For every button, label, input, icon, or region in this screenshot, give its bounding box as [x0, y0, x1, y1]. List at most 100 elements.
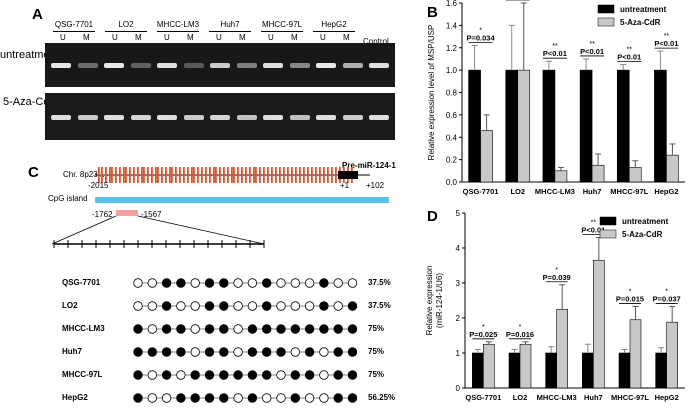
unmethylated-cpg	[133, 301, 143, 311]
methylated-cpg	[161, 324, 172, 334]
legend-swatch	[599, 229, 617, 239]
lane-header: LO2	[118, 20, 134, 29]
cpg-site-mark	[213, 167, 215, 183]
cpg-site-mark	[201, 167, 203, 183]
methylated-cpg	[219, 324, 229, 334]
cpg-site-mark	[241, 167, 243, 183]
methylated-cpg	[204, 370, 215, 380]
lane-underline	[313, 31, 355, 32]
significance-star: **	[589, 41, 595, 48]
region-start: -1762	[92, 210, 113, 219]
methylated-cpg	[276, 324, 286, 334]
unmethylated-cpg	[333, 301, 343, 311]
unmethylated-cpg	[147, 278, 157, 288]
unmethylated-cpg	[147, 324, 157, 334]
x-tick-label: Huh7	[583, 187, 602, 196]
chart-b: 0.0 0.2 0.4 0.6 0.8 1.0 1.2 1.4 1.6 Relative expr…	[427, 0, 685, 196]
cpg-site-mark	[133, 167, 135, 183]
methylated-cpg	[219, 301, 229, 311]
cpg-site-mark	[319, 167, 321, 183]
methylated-cpg	[333, 370, 343, 380]
panel-a-label: A	[32, 6, 43, 23]
sample-name: MHCC-LM3	[62, 324, 105, 333]
lane-header: QSG-7701	[54, 20, 94, 29]
methylated-cpg	[247, 393, 258, 403]
cpg-site-mark	[98, 167, 100, 183]
methylated-cpg	[333, 393, 343, 403]
zoom-lines	[51, 215, 265, 248]
p-value-label: P<0.01	[581, 226, 605, 235]
cpg-site-mark	[223, 167, 225, 183]
methylated-cpg	[290, 393, 301, 403]
sample-name: QSG-7701	[62, 278, 101, 287]
bar-untreatment	[468, 69, 481, 183]
legend-label: untreatment	[622, 217, 669, 226]
sample-name: MHCC-97L	[62, 370, 103, 379]
unmethylated-cpg	[147, 301, 157, 311]
bar-aza	[666, 321, 678, 389]
methylated-cpg	[247, 324, 258, 334]
cpg-site-mark	[335, 167, 337, 183]
lane-m-label: M	[135, 33, 142, 42]
lane-u-label: U	[164, 33, 170, 42]
unmethylated-cpg	[161, 393, 172, 403]
lane-underline	[53, 31, 95, 32]
premir-box	[338, 171, 358, 179]
lane-underline	[105, 31, 147, 32]
pos-end: +102	[366, 181, 385, 190]
sample-name: LO2	[62, 301, 78, 310]
methylated-cpg	[147, 347, 157, 357]
bar-untreatment	[472, 352, 484, 389]
bar-untreatment	[654, 69, 667, 183]
cpg-site-mark	[279, 167, 281, 183]
methylated-cpg	[347, 393, 358, 403]
gel-band	[183, 63, 204, 68]
methylated-cpg	[133, 370, 143, 380]
unmethylated-cpg	[319, 347, 329, 357]
cpg-site-mark	[331, 167, 333, 183]
gel-band	[130, 63, 151, 68]
methylated-cpg	[347, 347, 358, 357]
methylated-cpg	[161, 301, 172, 311]
p-value-label: P=0.015	[616, 294, 644, 303]
gel-band	[263, 63, 283, 68]
cpg-site-mark	[253, 167, 255, 183]
cpg-site-mark	[101, 167, 103, 183]
unmethylated-cpg	[233, 278, 243, 288]
methylated-cpg	[276, 347, 286, 357]
methylated-cpg	[190, 370, 200, 380]
y-tick-label: 0.8	[446, 89, 458, 98]
y-tick-label: 0.6	[446, 111, 458, 120]
unmethylated-cpg	[276, 370, 286, 380]
cpg-site-mark	[327, 167, 329, 183]
methylated-cpg	[204, 324, 215, 334]
row-label-aza: 5-Aza-CdR	[3, 96, 58, 108]
gel-band	[183, 115, 204, 120]
methylated-cpg	[319, 301, 329, 311]
y-tick-label: 1.4	[446, 21, 458, 30]
x-tick-label: LO2	[510, 187, 525, 196]
cpg-site-mark	[283, 167, 285, 183]
y-axis-label: Relative expression	[425, 266, 434, 336]
gel-image	[45, 43, 395, 140]
unmethylated-cpg	[147, 393, 157, 403]
unmethylated-cpg	[247, 278, 258, 288]
bar-untreatment	[579, 69, 593, 183]
unmethylated-cpg	[304, 393, 315, 403]
unmethylated-cpg	[233, 393, 243, 403]
methylation-percent: 75%	[368, 370, 385, 379]
unmethylated-cpg	[290, 278, 301, 288]
x-tick-label: HepG2	[655, 393, 679, 402]
lane-m-label: M	[83, 33, 90, 42]
cpg-site-mark	[141, 167, 143, 183]
lane-u-label: U	[268, 33, 274, 42]
y-axis-label: Relative expression level of MSP/USP	[427, 25, 436, 161]
cpg-site-mark	[143, 167, 145, 183]
methylated-cpg	[204, 301, 215, 311]
unmethylated-cpg	[190, 324, 200, 334]
methylation-percent: 37.5%	[368, 278, 391, 287]
sample-name: Huh7	[62, 347, 82, 356]
premir-label: Pre-miR-124-1	[342, 161, 396, 170]
gel-band	[369, 115, 389, 120]
p-value-label: P=0.016	[506, 330, 534, 339]
